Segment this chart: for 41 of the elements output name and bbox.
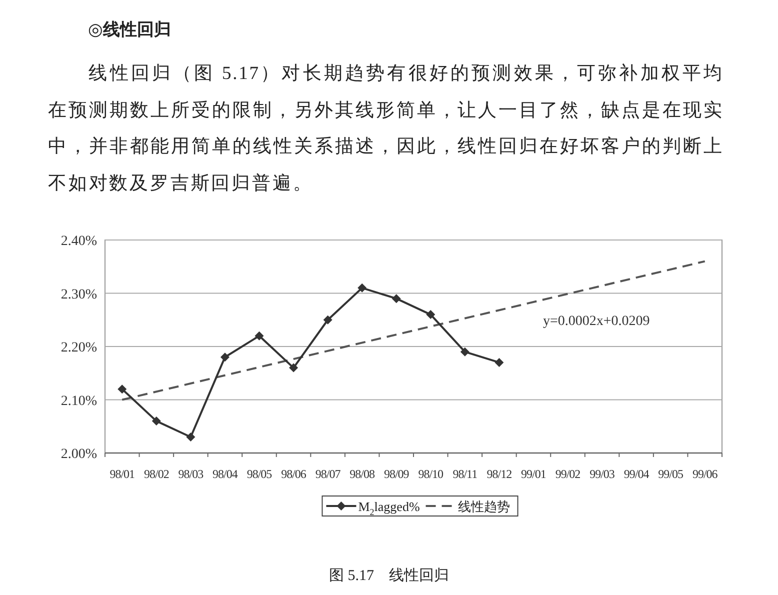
y-tick-label: 2.30% [60, 287, 98, 302]
point [460, 347, 470, 356]
x-tick-label: 98/01 [110, 467, 136, 481]
legend-label: 线性趋势 [458, 499, 510, 514]
point [392, 294, 401, 304]
y-tick-label: 2.10% [60, 394, 98, 409]
x-tick-label: 98/08 [350, 467, 375, 481]
legend-label: M$_{2}$lagged% [358, 499, 420, 517]
x-tick-label: 98/10 [418, 467, 444, 481]
point [186, 432, 196, 442]
x-tick-label: 99/05 [658, 467, 684, 481]
x-tick-label: 98/06 [281, 467, 306, 481]
point [323, 315, 332, 324]
x-tick-label: 99/04 [624, 467, 650, 481]
y-tick-label: 2.20% [60, 340, 98, 356]
x-tick-label: 99/01 [521, 467, 546, 481]
x-tick-label: 98/05 [246, 467, 272, 481]
x-tick-label: 98/12 [486, 467, 512, 481]
x-tick-label: 99/02 [555, 467, 581, 481]
y-tick-label: 2.00% [60, 447, 98, 462]
point [494, 358, 504, 367]
x-tick-label: 99/06 [692, 467, 718, 481]
caption: 图 5.17 线性回归 [328, 566, 450, 585]
y-tick-label: 2.40% [60, 234, 98, 249]
x-tick-label: 98/03 [178, 467, 204, 481]
x-tick-label: 98/11 [452, 467, 478, 481]
point [118, 384, 127, 394]
point [152, 416, 161, 426]
chart-title: ◎线性回归 [88, 19, 171, 41]
annotation: y=0.0002x+0.0209 [543, 314, 650, 329]
point [220, 352, 230, 362]
chart-subtitle: 线性回归（图 5.17）对长期趋势有很好的预测效果，可弥补加权平均在预测期数上所受的限制，另外其线形简单，让人一目了然，缺点是在现实中，并非都能用简单的线性关系描述，因此，线性回归在好坏客户的判断上不如对数及罗吉斯回归普遍。 [48, 62, 724, 196]
point [426, 310, 436, 320]
x-tick-label: 98/09 [384, 467, 410, 481]
x-tick-label: 98/07 [315, 467, 341, 481]
point [254, 331, 264, 340]
x-tick-label: 99/03 [590, 467, 615, 481]
point [289, 363, 298, 372]
x-tick-label: 98/02 [144, 467, 170, 481]
point [358, 283, 367, 292]
x-tick-label: 98/04 [212, 467, 238, 481]
